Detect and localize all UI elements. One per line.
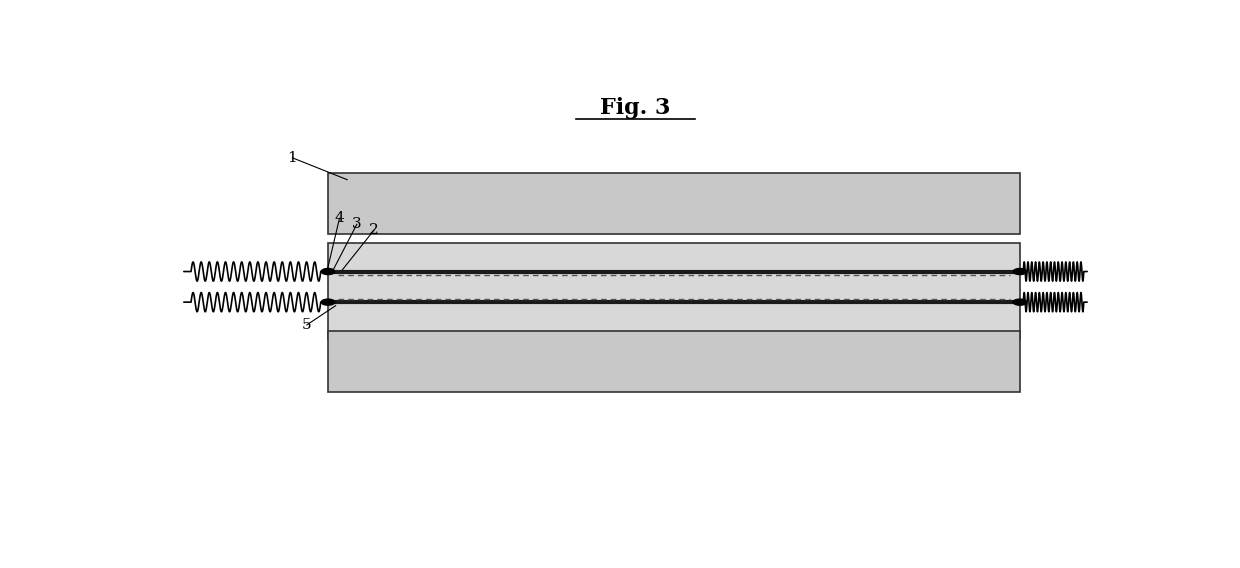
Bar [327,173,1019,235]
Circle shape [321,299,335,305]
Circle shape [1013,269,1027,274]
Text: 1: 1 [288,151,298,165]
Circle shape [1013,299,1027,305]
Text: 4: 4 [335,211,345,225]
Text: 2: 2 [370,223,379,237]
Bar [327,243,1019,339]
Bar [327,331,1019,392]
Text: 3: 3 [352,218,362,231]
Text: 5: 5 [303,318,311,332]
Text: Fig. 3: Fig. 3 [600,97,671,119]
Circle shape [321,269,335,274]
